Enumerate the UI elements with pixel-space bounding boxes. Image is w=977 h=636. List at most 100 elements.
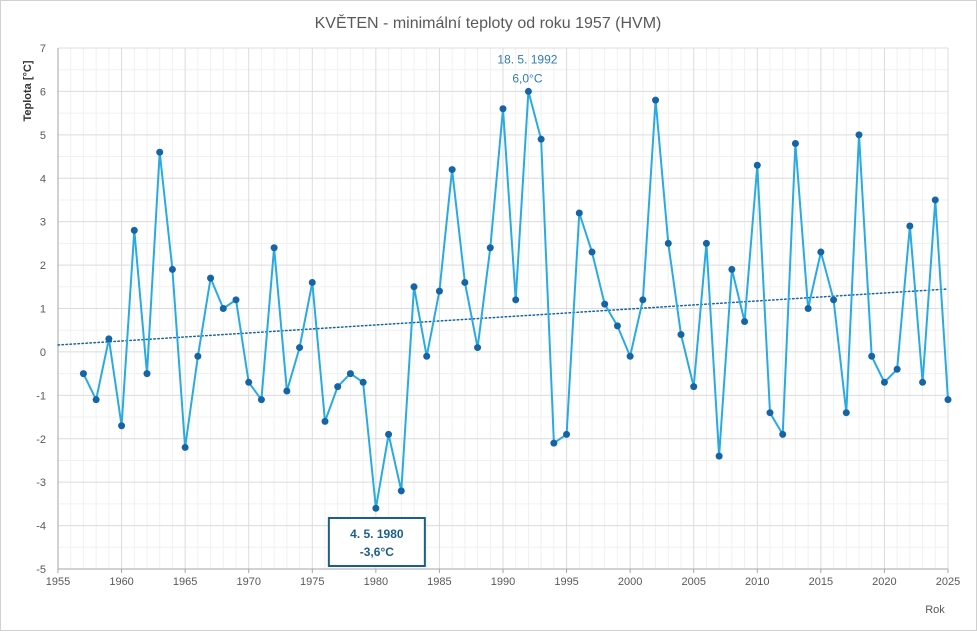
data-point <box>270 244 278 252</box>
y-tick-label: -2 <box>36 434 46 446</box>
x-tick-label: 2025 <box>936 576 960 588</box>
data-point <box>512 296 520 304</box>
data-point <box>906 222 914 230</box>
annotation-min-value: -3,6°C <box>360 545 394 559</box>
tick-labels: 1955 1960 1965 1970 1975 1980 1985 1990 1995 2000… <box>36 43 960 588</box>
y-tick-label: -5 <box>36 564 46 576</box>
data-point <box>588 248 596 256</box>
data-point <box>817 248 825 256</box>
y-tick-label: -4 <box>36 521 46 533</box>
data-point <box>855 131 863 139</box>
data-point <box>283 387 291 395</box>
data-point <box>359 378 367 386</box>
y-tick-label: 7 <box>40 43 46 55</box>
data-point <box>639 296 647 304</box>
x-axis-label: Rok <box>925 604 945 616</box>
x-tick-label: 1990 <box>491 576 515 588</box>
data-point <box>690 383 698 391</box>
data-point <box>156 148 164 156</box>
data-point <box>181 443 189 451</box>
data-point <box>435 287 443 295</box>
data-point <box>232 296 240 304</box>
data-point <box>944 396 952 404</box>
data-point <box>372 504 380 512</box>
data-point <box>931 196 939 204</box>
data-point <box>410 283 418 291</box>
grid <box>57 47 949 570</box>
data-point <box>880 378 888 386</box>
chart-title: KVĚTEN - minimální teploty od roku 1957 … <box>315 13 662 32</box>
data-point <box>346 370 354 378</box>
data-point <box>893 365 901 373</box>
data-point <box>791 140 799 148</box>
data-point <box>105 335 113 343</box>
data-point <box>423 352 431 360</box>
annotation-min-date: 4. 5. 1980 <box>350 527 404 541</box>
data-point <box>728 265 736 273</box>
annotation-max-date: 18. 5. 1992 <box>497 52 557 66</box>
data-point <box>207 274 215 282</box>
data-point <box>461 278 469 286</box>
data-point <box>842 409 850 417</box>
data-point <box>702 239 710 247</box>
x-tick-label: 1965 <box>173 576 197 588</box>
data-point <box>741 318 749 326</box>
data-point <box>524 87 532 95</box>
y-tick-label: 0 <box>40 347 46 359</box>
data-point <box>779 430 787 438</box>
data-point <box>308 278 316 286</box>
x-tick-label: 1975 <box>300 576 324 588</box>
x-tick-label: 1980 <box>364 576 388 588</box>
y-tick-label: 4 <box>40 173 46 185</box>
x-tick-label: 2020 <box>872 576 896 588</box>
data-point <box>130 226 138 234</box>
data-point <box>626 352 634 360</box>
annotation-max-value: 6,0°C <box>512 71 542 85</box>
data-point <box>385 430 393 438</box>
data-point <box>499 105 507 113</box>
x-tick-label: 1985 <box>427 576 451 588</box>
data-point <box>715 452 723 460</box>
data-point <box>753 161 761 169</box>
x-tick-label: 1960 <box>109 576 133 588</box>
data-point <box>219 305 227 312</box>
y-tick-label: 6 <box>40 86 46 98</box>
y-tick-label: -1 <box>36 390 46 402</box>
data-point <box>664 239 672 247</box>
data-point <box>448 166 456 174</box>
trendline-group <box>57 288 949 346</box>
data-point <box>537 135 545 143</box>
data-point <box>143 370 151 378</box>
series-group <box>79 87 952 512</box>
y-tick-label: -3 <box>36 477 46 489</box>
x-tick-label: 2010 <box>745 576 769 588</box>
y-tick-label: 1 <box>40 304 46 316</box>
data-point <box>92 396 100 404</box>
y-tick-label: 2 <box>40 260 46 272</box>
data-point <box>118 422 126 430</box>
annotation-box-min <box>327 517 426 567</box>
data-point <box>563 430 571 438</box>
data-point <box>550 439 558 447</box>
data-point <box>334 383 342 391</box>
axes <box>57 48 949 573</box>
data-point <box>397 487 405 495</box>
x-tick-label: 2005 <box>681 576 705 588</box>
data-point <box>245 378 253 386</box>
data-point <box>652 96 660 104</box>
y-tick-label: 3 <box>40 217 46 229</box>
x-tick-label: 1955 <box>46 576 70 588</box>
data-point <box>321 417 329 425</box>
data-point <box>804 305 812 312</box>
x-tick-label: 1970 <box>236 576 260 588</box>
y-tick-label: 5 <box>40 130 46 142</box>
data-point <box>830 296 838 304</box>
data-point <box>474 344 482 352</box>
data-point <box>601 300 609 308</box>
data-point <box>868 352 876 360</box>
x-tick-label: 2015 <box>809 576 833 588</box>
data-point <box>194 352 202 360</box>
data-point <box>257 396 265 404</box>
